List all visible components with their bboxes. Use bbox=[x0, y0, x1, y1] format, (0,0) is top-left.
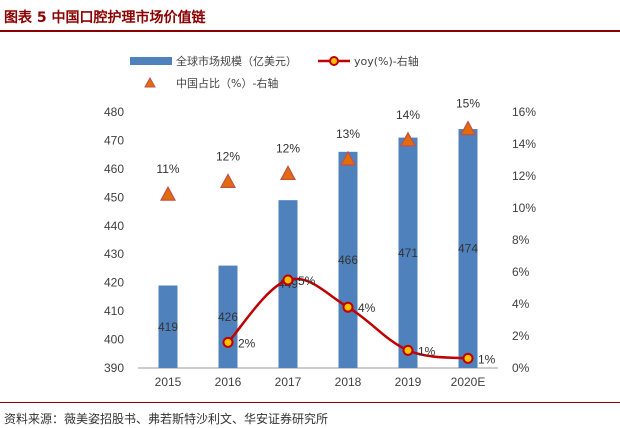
x-tick-label: 2018 bbox=[335, 375, 362, 389]
yoy-line: 2% 5% 4% 1% 1% bbox=[222, 274, 496, 366]
bar-data-label: 471 bbox=[398, 246, 418, 260]
bar-data-label: 466 bbox=[338, 253, 358, 267]
bar bbox=[338, 151, 358, 368]
y2-tick-label: 2% bbox=[512, 329, 530, 343]
footer: 资料来源：薇美姿招股书、弗若斯特沙利文、华安证券研究所 bbox=[0, 402, 620, 428]
y-tick-label: 440 bbox=[104, 219, 124, 233]
bar-data-label: 474 bbox=[458, 242, 478, 256]
share-data-label: 11% bbox=[156, 162, 179, 176]
yoy-point bbox=[402, 344, 414, 356]
x-tick-label: 2017 bbox=[275, 375, 302, 389]
share-data-label: 12% bbox=[276, 141, 300, 155]
share-marker bbox=[279, 165, 297, 180]
yoy-point bbox=[222, 336, 234, 348]
title-bar: 图表 5 中国口腔护理市场价值链 bbox=[0, 0, 620, 32]
y-tick-label: 480 bbox=[104, 105, 124, 119]
x-tick-label: 2015 bbox=[155, 375, 182, 389]
share-data-label: 14% bbox=[396, 108, 420, 122]
y-tick-label: 390 bbox=[104, 361, 124, 375]
legend: 全球市场规模（亿美元） yoy(%)-右轴 中国占比（%）-右轴 bbox=[130, 54, 419, 90]
y-tick-label: 460 bbox=[104, 162, 124, 176]
yoy-data-label: 1% bbox=[478, 352, 496, 366]
share-data-label: 15% bbox=[456, 97, 480, 111]
share-markers: 11% 12% 12% 13% 14% 15% bbox=[156, 97, 480, 201]
y2-tick-label: 0% bbox=[512, 361, 530, 375]
y2-tick-label: 12% bbox=[512, 169, 536, 183]
bar bbox=[158, 285, 178, 368]
y-tick-label: 470 bbox=[104, 133, 124, 147]
yoy-data-label: 2% bbox=[238, 336, 256, 350]
legend-triangle-label: 中国占比（%）-右轴 bbox=[176, 76, 278, 90]
x-tick-label: 2016 bbox=[215, 375, 242, 389]
chart: 全球市场规模（亿美元） yoy(%)-右轴 中国占比（%）-右轴 390 400 4… bbox=[104, 54, 536, 389]
legend-line-label: yoy(%)-右轴 bbox=[354, 54, 419, 68]
bar bbox=[398, 137, 418, 368]
legend-bar-swatch bbox=[130, 57, 172, 65]
yoy-data-label: 4% bbox=[358, 301, 376, 315]
yoy-point bbox=[342, 301, 354, 313]
bar bbox=[458, 129, 478, 368]
share-marker bbox=[219, 173, 237, 188]
y-tick-label: 420 bbox=[104, 276, 124, 290]
legend-line-marker bbox=[329, 56, 339, 66]
y2-tick-label: 16% bbox=[512, 105, 536, 119]
source-note: 资料来源：薇美姿招股书、弗若斯特沙利文、华安证券研究所 bbox=[4, 412, 329, 426]
x-tick-label: 2020E bbox=[451, 375, 486, 389]
share-marker bbox=[339, 150, 357, 166]
y2-tick-label: 4% bbox=[512, 297, 530, 311]
y-tick-label: 410 bbox=[104, 304, 124, 318]
bars bbox=[158, 129, 478, 368]
share-marker bbox=[399, 131, 417, 147]
axes: 390 400 410 420 430 440 450 460 470 480 0% 2% 4% 6% 8%… bbox=[104, 105, 536, 389]
yoy-data-label: 5% bbox=[298, 274, 316, 288]
share-marker bbox=[159, 185, 177, 201]
y-tick-label: 450 bbox=[104, 190, 124, 204]
share-data-label: 12% bbox=[216, 149, 240, 163]
y2-tick-label: 14% bbox=[512, 137, 536, 151]
bar-data-label: 419 bbox=[158, 320, 178, 334]
share-data-label: 13% bbox=[336, 127, 360, 141]
x-tick-label: 2019 bbox=[395, 375, 422, 389]
y-tick-label: 400 bbox=[104, 333, 124, 347]
page-title: 图表 5 中国口腔护理市场价值链 bbox=[4, 10, 206, 26]
share-marker bbox=[459, 120, 477, 136]
bar-data-label: 426 bbox=[218, 310, 238, 324]
yoy-data-label: 1% bbox=[418, 344, 436, 358]
legend-triangle-swatch bbox=[144, 76, 156, 88]
legend-bar-label: 全球市场规模（亿美元） bbox=[176, 54, 297, 68]
y2-tick-label: 8% bbox=[512, 233, 530, 247]
yoy-point bbox=[462, 352, 474, 364]
y2-tick-label: 10% bbox=[512, 201, 536, 215]
yoy-point bbox=[282, 274, 294, 286]
y2-tick-label: 6% bbox=[512, 265, 530, 279]
y-tick-label: 430 bbox=[104, 247, 124, 261]
